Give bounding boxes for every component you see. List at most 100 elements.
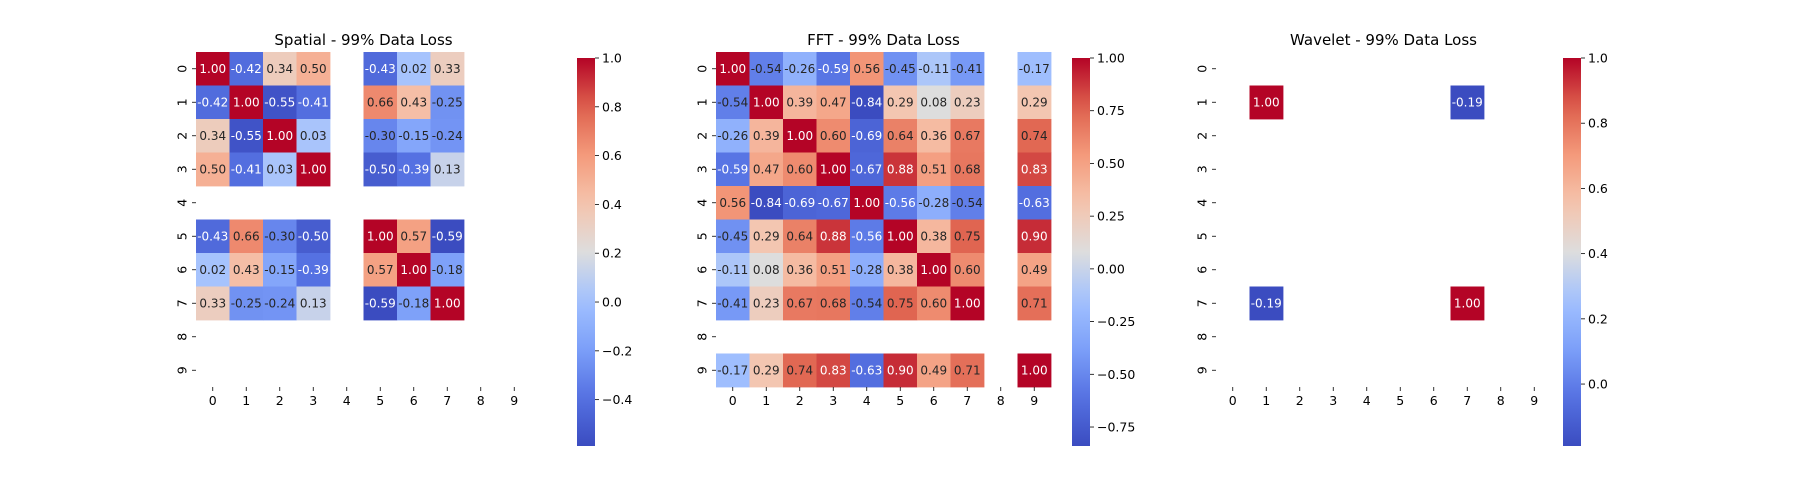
cell-value-label: -0.56 xyxy=(851,229,882,243)
cell-value-label: 0.68 xyxy=(820,296,847,310)
heatmap-cell xyxy=(816,186,851,220)
heatmap-cell xyxy=(749,152,784,187)
cell-value-label: 0.08 xyxy=(753,263,780,277)
cell-value-label: -0.42 xyxy=(231,62,262,76)
x-tick-label: 4 xyxy=(863,393,871,408)
heatmap-cell xyxy=(917,52,951,86)
cell-value-label: -0.28 xyxy=(918,196,949,210)
heatmap-cell xyxy=(917,286,951,321)
cell-value-label: 0.02 xyxy=(400,62,427,76)
cell-value-label: 0.29 xyxy=(753,363,780,377)
cell-value-label: 0.57 xyxy=(400,229,427,243)
heatmap-cell xyxy=(263,119,297,153)
cell-value-label: -0.17 xyxy=(1019,62,1050,76)
heatmap-cell xyxy=(430,219,465,254)
heatmap-cell xyxy=(196,219,230,254)
y-tick-label: 3 xyxy=(695,165,710,173)
cell-value-label: -0.24 xyxy=(264,296,295,310)
chart-title: Wavelet - 99% Data Loss xyxy=(1290,31,1477,49)
heatmap-cell xyxy=(397,52,431,86)
x-tick-label: 1 xyxy=(1262,393,1270,408)
cell-value-label: 0.75 xyxy=(887,296,914,310)
x-tick-label: 0 xyxy=(729,393,737,408)
cell-value-label: -0.54 xyxy=(717,95,748,109)
y-tick-label: 2 xyxy=(175,132,190,140)
colorbar-tick-label: 0.25 xyxy=(1097,209,1125,224)
heatmap-cell xyxy=(196,286,230,321)
y-tick-label: 1 xyxy=(695,98,710,106)
heatmap-cell xyxy=(196,152,230,187)
heatmap-cell xyxy=(850,152,884,187)
heatmap-cell xyxy=(749,186,784,220)
heatmap-cell xyxy=(749,286,784,321)
chart-title: FFT - 99% Data Loss xyxy=(807,31,960,49)
cell-value-label: -0.63 xyxy=(851,363,882,377)
y-tick-label: 2 xyxy=(1195,132,1210,140)
x-tick-label: 6 xyxy=(930,393,938,408)
cell-value-label: 0.39 xyxy=(786,95,813,109)
cell-value-label: 1.00 xyxy=(786,129,813,143)
heatmap-cell xyxy=(850,253,884,287)
heatmap-cell xyxy=(263,152,297,187)
cell-value-label: 0.64 xyxy=(786,229,813,243)
cell-value-label: -0.45 xyxy=(885,62,916,76)
cell-value-label: 1.00 xyxy=(887,229,914,243)
x-tick-label: 9 xyxy=(1030,393,1038,408)
cell-value-label: 0.49 xyxy=(1021,263,1048,277)
heatmap-cell xyxy=(1017,353,1052,388)
cell-value-label: -0.11 xyxy=(717,263,748,277)
heatmap-cell xyxy=(850,52,884,86)
cell-value-label: -0.26 xyxy=(717,129,748,143)
heatmap-cell xyxy=(816,119,851,153)
cell-value-label: 0.60 xyxy=(920,296,947,310)
heatmap-cell xyxy=(917,253,951,287)
y-tick-label: 6 xyxy=(175,266,190,274)
heatmap-cell xyxy=(883,152,918,187)
cell-value-label: 0.67 xyxy=(786,296,813,310)
heatmap-cell xyxy=(229,286,264,321)
colorbar-tick-label: 0.8 xyxy=(602,99,622,114)
cell-value-label: -0.59 xyxy=(717,162,748,176)
y-tick-label: 2 xyxy=(695,132,710,140)
y-tick-label: 0 xyxy=(175,65,190,73)
heatmap-cell xyxy=(1249,85,1284,120)
x-tick-label: 1 xyxy=(762,393,770,408)
cell-value-label: 0.83 xyxy=(1021,162,1048,176)
heatmap-cell xyxy=(749,219,784,254)
cell-value-label: 0.34 xyxy=(199,129,226,143)
heatmap-cell xyxy=(263,85,297,120)
x-tick-label: 5 xyxy=(376,393,384,408)
heatmap-cell xyxy=(883,186,918,220)
cell-value-label: -0.19 xyxy=(1251,296,1282,310)
cell-value-label: 1.00 xyxy=(753,95,780,109)
heatmap-cell xyxy=(430,85,465,120)
cell-value-label: 0.47 xyxy=(753,162,780,176)
y-tick-label: 8 xyxy=(695,333,710,341)
heatmap-cell xyxy=(716,253,750,287)
cell-value-label: -0.54 xyxy=(751,62,782,76)
heatmap-cell xyxy=(229,119,264,153)
cell-value-label: 0.03 xyxy=(300,129,327,143)
cell-value-label: 0.66 xyxy=(367,95,394,109)
y-tick-label: 5 xyxy=(1195,232,1210,240)
heatmap-cell xyxy=(950,186,985,220)
heatmap-cell xyxy=(1249,286,1284,321)
cell-value-label: 0.02 xyxy=(199,263,226,277)
x-tick-label: 8 xyxy=(1497,393,1505,408)
heatmap-cell xyxy=(783,353,817,388)
cell-value-label: 0.23 xyxy=(954,95,981,109)
heatmap-cell xyxy=(229,219,264,254)
heatmap-cell xyxy=(296,219,331,254)
heatmap-cell xyxy=(850,186,884,220)
cell-value-label: -0.26 xyxy=(784,62,815,76)
cell-value-label: -0.25 xyxy=(231,296,262,310)
x-tick-label: 3 xyxy=(309,393,317,408)
y-tick-label: 5 xyxy=(175,232,190,240)
heatmap-cell xyxy=(917,85,951,120)
heatmap-cell xyxy=(397,119,431,153)
cell-value-label: 0.56 xyxy=(719,196,746,210)
cell-value-label: -0.41 xyxy=(952,62,983,76)
cell-value-label: 1.00 xyxy=(434,296,461,310)
heatmap-cell xyxy=(430,52,465,86)
cell-value-label: -0.30 xyxy=(365,129,396,143)
